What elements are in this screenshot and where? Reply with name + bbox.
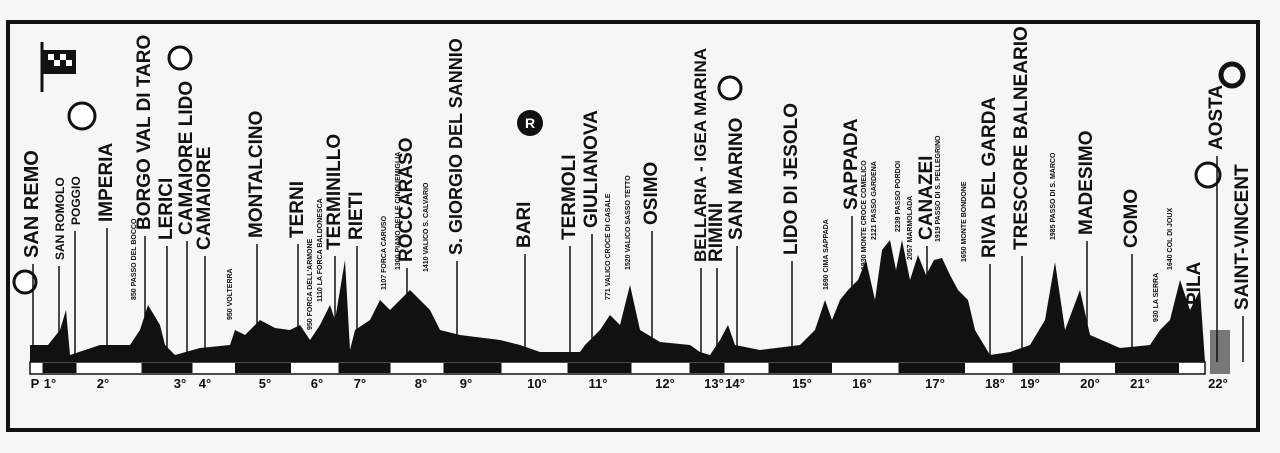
pass-label: 1107 FORCA CARUSO xyxy=(381,215,388,290)
stage-number: 7° xyxy=(354,376,366,391)
pass-label: 1520 VALICO SASSO TETTO xyxy=(625,175,632,270)
start-flag xyxy=(40,42,76,92)
town-label: BELLARIA - IGEA MARINA xyxy=(691,48,710,262)
pass-label: 771 VALICO CROCE DI CASALE xyxy=(605,193,612,300)
stage-number: 20° xyxy=(1080,376,1100,391)
stage-segment xyxy=(338,363,391,373)
town-label: TERMINILLO xyxy=(324,134,345,250)
town-label: TRESCORE BALNEARIO xyxy=(1011,26,1032,250)
town-label: LERICI xyxy=(156,178,177,240)
pass-label: 850 PASSO DEL BOCCO xyxy=(131,218,138,300)
finish-icon xyxy=(1218,61,1246,89)
town-label: RIMINI xyxy=(706,203,727,262)
pass-label: 1300 PIANO DELLE CINQUEMIGLIA xyxy=(395,152,402,270)
pass-label: 950 VOLTERRA xyxy=(227,268,234,320)
stage-number: 16° xyxy=(852,376,872,391)
rest-day-icon: R xyxy=(517,110,543,136)
elevation-profile xyxy=(30,240,1205,362)
stage-number: 13° xyxy=(704,376,724,391)
stage-number: 22° xyxy=(1208,376,1228,391)
stage-segment xyxy=(689,363,725,373)
town-label: RIVA DEL GARDA xyxy=(979,97,1000,258)
stage-number: 18° xyxy=(985,376,1005,391)
stage-segment xyxy=(1115,363,1179,373)
town-label: SAN MARINO xyxy=(726,118,747,240)
stage-segment xyxy=(567,363,632,373)
stopwatch-icons xyxy=(12,45,1222,295)
town-label: BARI xyxy=(514,202,535,248)
town-label: POGGIO xyxy=(69,176,83,225)
stage-segment xyxy=(768,363,832,373)
pass-label: 1650 MONTE BONDONE xyxy=(961,181,968,262)
pass-label: 1985 PASSO DI S. MARCO xyxy=(1050,152,1057,240)
town-label: CAMAIORE LIDO xyxy=(176,81,197,235)
stage-segment xyxy=(42,363,77,373)
stage-number: 9° xyxy=(460,376,472,391)
stage-number: 10° xyxy=(527,376,547,391)
pass-label: 950 FORCA DELL'ARMONE xyxy=(307,238,314,330)
stage-number: 2° xyxy=(97,376,109,391)
svg-text:R: R xyxy=(525,115,535,131)
stage-number: 17° xyxy=(925,376,945,391)
town-label: MONTALCINO xyxy=(246,111,267,238)
town-label: TERMOLI xyxy=(559,155,580,241)
town-label: AOSTA xyxy=(1206,85,1227,150)
town-label: ROCCARASO xyxy=(396,137,417,262)
stage-number: 4° xyxy=(199,376,211,391)
town-label: OSIMO xyxy=(641,162,662,225)
town-label: SAN ROMOLO xyxy=(53,177,67,260)
stage-number: 6° xyxy=(311,376,323,391)
town-label: SAPPADA xyxy=(841,118,862,210)
stage-number: 11° xyxy=(589,376,608,391)
town-label: CANAZEI xyxy=(916,156,937,240)
town-label: MADESIMO xyxy=(1076,131,1097,236)
stage-number: 19° xyxy=(1020,376,1040,391)
stage-number: 5° xyxy=(259,376,271,391)
town-label: IMPERIA xyxy=(96,143,117,222)
pass-label: 1640 COL DI JOUX xyxy=(1167,208,1174,270)
town-label: CAMAIORE xyxy=(194,147,215,250)
stage-number: 8° xyxy=(415,376,427,391)
pass-label: 2121 PASSO GARDENA xyxy=(871,161,878,240)
town-label: PILA xyxy=(1184,261,1205,305)
town-label: RIETI xyxy=(346,191,367,240)
stage-segment xyxy=(141,363,193,373)
pass-label: 1690 CIMA SAPPADA xyxy=(823,219,830,290)
pass-label: 1410 VALICO S. CALVARIO xyxy=(423,182,430,272)
stage-number: 12° xyxy=(655,376,675,391)
stage-number: 1° xyxy=(44,376,56,391)
town-label: LIDO DI JESOLO xyxy=(781,103,802,255)
stage-segment xyxy=(1012,363,1060,373)
stage-number: 14° xyxy=(725,376,745,391)
town-label: SAN REMO xyxy=(21,150,43,258)
finish-block xyxy=(1210,330,1230,374)
stage-number: 15° xyxy=(792,376,812,391)
stage-segment xyxy=(443,363,502,373)
town-label: SAINT-VINCENT xyxy=(1232,164,1253,310)
town-label: S. GIORGIO DEL SANNIO xyxy=(446,38,466,255)
pass-label: 2239 PASSO PORDOI xyxy=(895,161,902,232)
pass-label: 1919 PASSO DI S. PELLEGRINO xyxy=(935,135,942,242)
pass-label: 1110 LA FORCA BALDONESCA xyxy=(317,198,324,302)
stage-segment xyxy=(898,363,965,373)
frame xyxy=(6,20,1260,432)
stage-segment xyxy=(235,363,291,373)
town-label: GIULIANOVA xyxy=(581,110,602,228)
town-label: BORGO VAL DI TARO xyxy=(134,35,155,230)
stage-number: 3° xyxy=(174,376,186,391)
town-label: COMO xyxy=(1121,189,1142,248)
stage-number: 21° xyxy=(1130,376,1150,391)
pass-label: 930 LA SERRA xyxy=(1153,273,1160,322)
pass-label: 2057 MARMOLADA xyxy=(907,196,914,260)
pass-label: 1930 MONTE CROCE COMELICO xyxy=(861,160,868,270)
stage-number: P xyxy=(31,376,40,391)
town-label: TERNI xyxy=(287,181,308,238)
